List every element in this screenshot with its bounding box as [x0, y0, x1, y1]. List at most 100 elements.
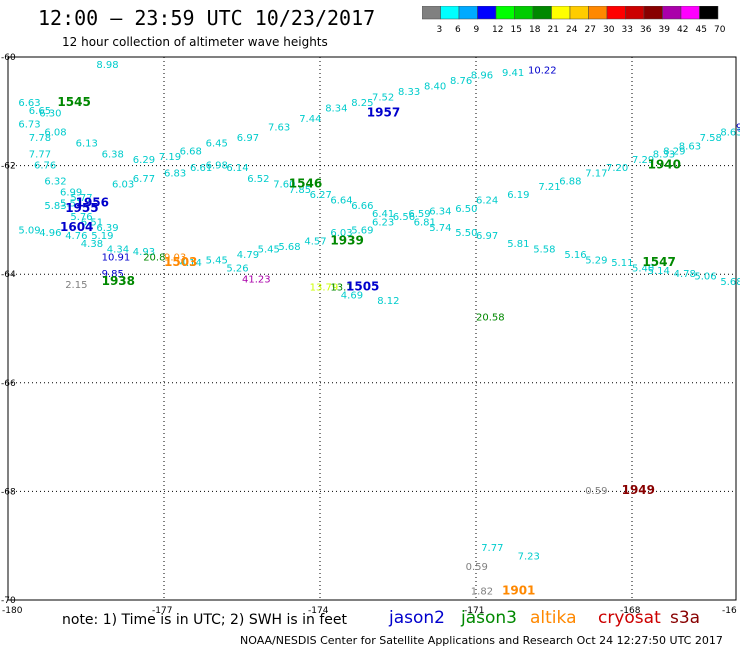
wave-height-point: 7.78 — [29, 133, 51, 144]
x-tick-label: -177 — [152, 606, 172, 616]
wave-height-point: 7.23 — [518, 551, 540, 562]
chart-subtitle: 12 hour collection of altimeter wave hei… — [62, 35, 328, 49]
wave-height-point: 9.03 — [164, 253, 186, 264]
wave-height-point: 0.59 — [585, 486, 607, 497]
wave-height-point: 8.63 — [679, 141, 701, 152]
wave-height-point: 5.40 — [632, 263, 654, 274]
wave-height-point: 6.29 — [133, 155, 155, 166]
wave-height-point: 8.12 — [377, 296, 399, 307]
wave-height-point: 7.44 — [299, 114, 321, 125]
wave-height-point: 9.85 — [102, 269, 124, 280]
x-tick-label: -171 — [464, 606, 484, 616]
wave-height-point: 6.14 — [226, 163, 248, 174]
wave-height-point: 6.45 — [206, 139, 228, 150]
footer-credit: NOAA/NESDIS Center for Satellite Applica… — [240, 634, 723, 647]
wave-height-point: 9.41 — [502, 68, 524, 79]
pass-time-label: 1901 — [502, 584, 535, 598]
wave-height-point: 6.38 — [102, 149, 124, 160]
wave-height-point: 4.14 — [180, 258, 202, 269]
wave-height-point: 10.91 — [102, 253, 131, 264]
wave-height-point: 20.8 — [143, 253, 165, 264]
wave-height-point: 8.33 — [398, 87, 420, 98]
wave-height-point: 8.96 — [471, 71, 493, 82]
wave-height-point: 6.59 — [408, 209, 430, 220]
wave-height-point: 5.68 — [720, 277, 740, 288]
x-tick-label: -16 — [722, 606, 737, 616]
wave-height-point: 4.34 — [107, 244, 129, 255]
wave-height-point: 8.34 — [325, 103, 347, 114]
wave-height-point: 6.83 — [164, 168, 186, 179]
wave-height-point: 13.1 — [330, 282, 352, 293]
wave-height-point: 8.63 — [720, 128, 740, 139]
wave-height-point: 6.50 — [455, 204, 477, 215]
chart-title: 12:00 – 23:59 UTC 10/23/2017 — [38, 6, 376, 30]
wave-height-point: 6.03 — [112, 179, 134, 190]
mission-jason3: jason3 — [461, 608, 517, 628]
x-tick-label: -168 — [620, 606, 641, 616]
wave-height-point: 5.74 — [429, 223, 451, 234]
pass-time-label: 1505 — [346, 279, 379, 293]
wave-height-point: 5.29 — [585, 255, 607, 266]
pass-time-label: 1545 — [57, 95, 90, 109]
pass-time-label: 1957 — [367, 106, 400, 120]
wave-height-point: 7.20 — [606, 163, 628, 174]
wave-height-point: 5.77 — [70, 193, 92, 204]
wave-height-point: 4.38 — [81, 239, 103, 250]
pass-time-label: 1938 — [102, 274, 135, 288]
wave-height-point: 6.61 — [190, 163, 212, 174]
wave-height-point: 5.11 — [611, 258, 633, 269]
legend-label: 36 — [640, 25, 652, 35]
pass-time-label: 1956 — [76, 195, 109, 209]
legend-label: 21 — [548, 25, 559, 35]
pass-time-label: 1604 — [60, 220, 93, 234]
wave-height-point: 8.40 — [424, 82, 446, 93]
wave-height-point: 6.52 — [247, 174, 269, 185]
x-tick-label: -180 — [2, 606, 23, 616]
wave-height-point: 6.19 — [507, 190, 529, 201]
legend-swatch — [699, 5, 719, 20]
legend-label: 12 — [492, 25, 503, 35]
legend-label: 6 — [455, 25, 461, 35]
wave-height-point: 6.64 — [330, 196, 352, 207]
wave-height-point: 8.29 — [663, 147, 685, 158]
wave-height-point: 7.77 — [29, 149, 51, 160]
wave-height-point: 4.79 — [237, 250, 259, 261]
legend-label: 45 — [696, 25, 707, 35]
wave-height-point: 5.81 — [507, 239, 529, 250]
legend-label: 9 — [474, 25, 480, 35]
wave-height-point: 5.45 — [258, 244, 280, 255]
wave-height-point: 7.85 — [289, 185, 311, 196]
mission-jason2: jason2 — [389, 608, 445, 628]
wave-height-point: 6.88 — [559, 177, 581, 188]
wave-height-point: 4.76 — [65, 231, 87, 242]
wave-height-point: 5.58 — [533, 244, 555, 255]
wave-height-point: 4.93 — [133, 247, 155, 258]
wave-height-point: 8.76 — [450, 76, 472, 87]
wave-height-point: 5.16 — [564, 250, 586, 261]
wave-height-point: 5.69 — [351, 225, 373, 236]
pass-time-label: 1939 — [330, 233, 363, 247]
legend-label: 33 — [622, 25, 633, 35]
wave-height-point: 7.29 — [632, 155, 654, 166]
wave-height-point: 5.26 — [226, 263, 248, 274]
wave-height-point: 5.68 — [278, 242, 300, 253]
wave-height-point: 5.50 — [455, 228, 477, 239]
wave-height-point: 7.52 — [372, 92, 394, 103]
wave-height-point: 7.77 — [481, 543, 503, 554]
wave-height-point: 6.97 — [476, 231, 498, 242]
pass-time-label: 1503 — [164, 255, 197, 269]
wave-height-point: 6.81 — [414, 217, 436, 228]
legend-label: 70 — [714, 25, 726, 35]
wave-height-point: 6.08 — [44, 128, 66, 139]
wave-height-point: 6.73 — [18, 120, 40, 131]
wave-height-point: 6.63 — [18, 98, 40, 109]
wave-height-point: 10.22 — [528, 65, 557, 76]
y-tick-label: -70 — [1, 596, 16, 606]
y-tick-label: -66 — [1, 379, 16, 389]
wave-height-point: 4.57 — [304, 236, 326, 247]
wave-height-point: 9.21 — [736, 122, 740, 133]
wave-height-point: 6.03 — [330, 228, 352, 239]
